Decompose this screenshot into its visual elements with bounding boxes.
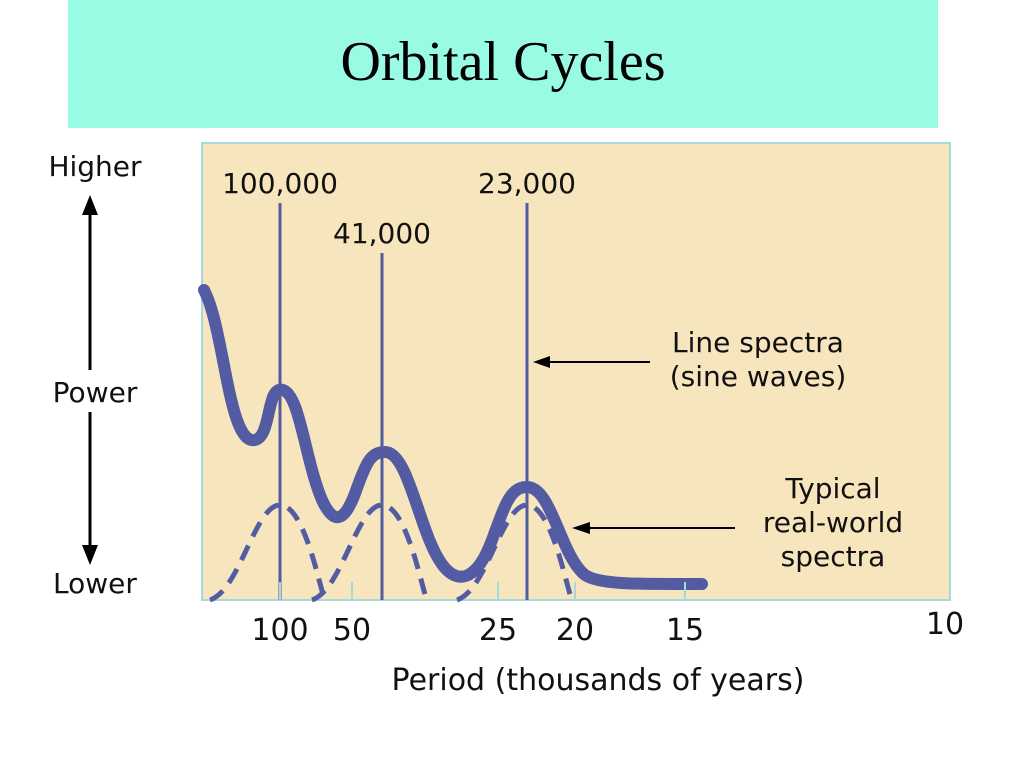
line-spectrum-label-2: 23,000 — [478, 167, 576, 200]
annotations: Line spectra(sine waves) Typicalreal-worl… — [670, 326, 903, 573]
annotation-real-line-1: real-world — [763, 506, 903, 539]
real-world-spectrum-curve — [198, 284, 708, 591]
annotation-line-line-1: (sine waves) — [670, 360, 847, 393]
x-tick-label-25: 25 — [479, 613, 517, 648]
x-tick-label-15: 15 — [666, 613, 704, 648]
line-spectrum-label-0: 100,000 — [222, 167, 338, 200]
real-spectra-arrow — [572, 522, 735, 534]
x-tick-label-10: 10 — [926, 607, 964, 642]
y-axis-arrow — [82, 195, 98, 565]
x-tick-label-20: 20 — [556, 613, 594, 648]
annotation-real-line-0: Typical — [784, 472, 880, 505]
dashed-peak-23000 — [455, 502, 575, 603]
line-spectra-arrow — [533, 356, 650, 368]
chart-marks: 100,000 41,000 23,000 100 50 25 20 15 10 — [198, 167, 964, 648]
x-tick-label-100: 100 — [251, 613, 308, 648]
y-top-label: Higher — [48, 150, 142, 183]
annotation-real-line-2: spectra — [781, 540, 886, 573]
x-tick-label-50: 50 — [333, 613, 371, 648]
x-axis-label: Period (thousands of years) — [392, 663, 805, 698]
slide-title: Orbital Cycles — [340, 31, 666, 93]
dashed-peak-41000 — [310, 502, 430, 603]
y-bottom-label: Lower — [53, 567, 137, 600]
y-axis-label: Power — [53, 376, 138, 409]
line-spectrum-label-1: 41,000 — [333, 217, 431, 250]
annotation-line-line-0: Line spectra — [672, 326, 844, 359]
plot-area — [201, 142, 951, 601]
dashed-peak-100000 — [208, 502, 328, 603]
title-bar: Orbital Cycles — [68, 0, 938, 128]
